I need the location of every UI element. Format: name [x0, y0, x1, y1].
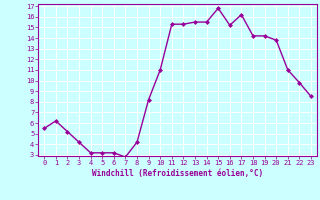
- X-axis label: Windchill (Refroidissement éolien,°C): Windchill (Refroidissement éolien,°C): [92, 169, 263, 178]
